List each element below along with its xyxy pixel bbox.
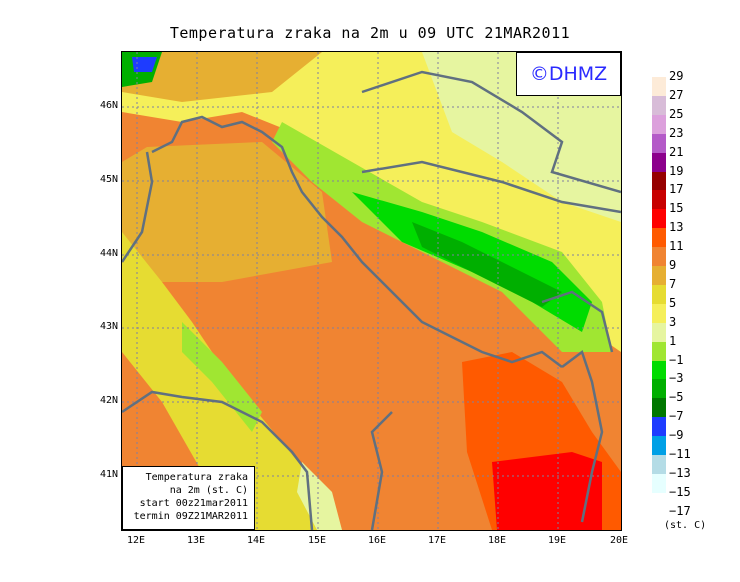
legend-swatch — [652, 77, 666, 96]
x-tick: 13E — [186, 535, 206, 546]
legend-swatch — [652, 436, 666, 456]
info-line: Temperatura zraka — [145, 472, 248, 483]
legend-swatch — [652, 190, 666, 210]
legend-swatch — [652, 284, 666, 304]
legend-label: 17 — [669, 182, 684, 197]
legend-label: 3 — [669, 314, 677, 329]
legend-label: −1 — [669, 352, 684, 367]
legend-swatch — [652, 379, 666, 399]
x-tick: 12E — [126, 535, 146, 546]
legend-swatch — [652, 247, 666, 267]
y-tick: 41N — [99, 469, 118, 480]
legend-swatch — [652, 152, 666, 172]
x-tick: 15E — [307, 535, 327, 546]
legend-label: −9 — [669, 428, 684, 443]
legend-label: 15 — [669, 201, 684, 216]
legend-label: −3 — [669, 371, 684, 386]
legend-swatch — [652, 417, 666, 437]
legend-label: 27 — [669, 87, 684, 102]
legend-swatch — [652, 95, 666, 115]
x-tick: 19E — [547, 535, 567, 546]
y-tick: 45N — [99, 174, 118, 185]
y-tick: 42N — [99, 395, 118, 406]
temperature-field — [122, 52, 621, 530]
legend-label: 21 — [669, 144, 684, 159]
legend-label: 11 — [669, 239, 684, 254]
x-tick: 18E — [487, 535, 507, 546]
x-tick: 14E — [246, 535, 266, 546]
x-tick: 20E — [609, 535, 629, 546]
y-tick: 46N — [99, 100, 118, 111]
y-tick: 43N — [99, 321, 118, 332]
x-tick: 16E — [367, 535, 387, 546]
info-line: termin 09Z21MAR2011 — [133, 511, 248, 522]
legend-swatch — [652, 266, 666, 285]
legend-label: −15 — [669, 484, 691, 499]
legend-swatch — [652, 455, 666, 474]
info-line: start 00z21mar2011 — [139, 498, 248, 509]
legend-swatch — [652, 209, 666, 229]
legend-label: 19 — [669, 163, 684, 178]
legend-label: 29 — [669, 69, 684, 83]
legend-swatch — [652, 322, 666, 342]
legend-swatch — [652, 228, 666, 248]
legend-label: 23 — [669, 125, 684, 140]
dhmz-logo: ©DHMZ — [516, 52, 621, 96]
legend-label: 25 — [669, 106, 684, 121]
legend-label: −13 — [669, 465, 691, 480]
legend-label: −7 — [669, 409, 684, 424]
legend-label: 7 — [669, 276, 677, 291]
legend-label: −5 — [669, 390, 684, 405]
legend-label: 5 — [669, 295, 677, 310]
legend-label: −17 — [669, 503, 691, 518]
legend-label: 1 — [669, 333, 677, 348]
info-box: Temperatura zraka na 2m (st. C) start 00… — [122, 466, 255, 530]
legend-label: 9 — [669, 258, 677, 272]
legend-swatch — [652, 303, 666, 323]
legend-label: −11 — [669, 447, 691, 461]
legend-unit: (st. C) — [664, 520, 707, 531]
legend-swatch — [652, 360, 666, 380]
legend-swatch — [652, 473, 666, 493]
temperature-map: ©DHMZ Temperatura zraka na 2m (st. C) st… — [121, 51, 622, 531]
legend-swatch — [652, 133, 666, 153]
info-line: na 2m (st. C) — [169, 485, 248, 496]
legend-swatch — [652, 171, 666, 191]
legend-swatch — [652, 341, 666, 361]
legend-swatch — [652, 492, 666, 512]
legend-label: 13 — [669, 220, 684, 235]
map-title: Temperatura zraka na 2m u 09 UTC 21MAR20… — [169, 24, 571, 42]
y-tick: 44N — [99, 248, 118, 259]
legend-swatch — [652, 114, 666, 134]
legend-swatch — [652, 398, 666, 418]
x-tick: 17E — [427, 535, 447, 546]
